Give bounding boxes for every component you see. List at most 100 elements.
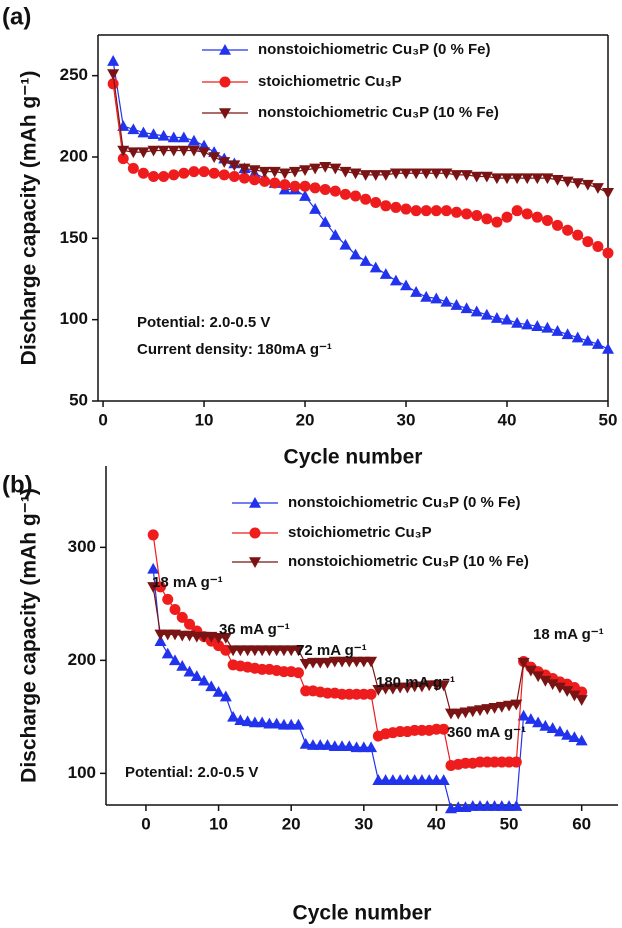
data-point — [350, 190, 362, 202]
data-point — [299, 180, 311, 192]
data-point — [581, 179, 594, 191]
data-point — [299, 190, 312, 201]
data-point — [503, 700, 516, 712]
data-point — [329, 229, 342, 240]
data-point — [238, 172, 250, 184]
data-point — [127, 162, 139, 174]
data-point — [576, 686, 588, 698]
legend-label: stoichiometric Cu₃P — [258, 73, 402, 90]
x-tick-label: 0 — [141, 814, 150, 833]
data-point — [510, 800, 523, 811]
data-point — [309, 163, 322, 175]
data-point — [490, 173, 503, 185]
data-point — [256, 716, 269, 728]
legend-marker — [219, 76, 231, 88]
data-point — [400, 168, 413, 180]
y-tick-label: 200 — [68, 650, 96, 669]
data-point — [228, 171, 240, 183]
data-point — [591, 183, 604, 194]
data-point — [471, 210, 483, 222]
data-point — [379, 170, 392, 181]
data-point — [147, 145, 160, 157]
data-point — [440, 205, 452, 217]
data-point — [524, 665, 537, 677]
data-point — [292, 645, 305, 657]
legend-marker — [219, 44, 231, 55]
data-point — [450, 170, 463, 181]
data-point — [167, 131, 180, 143]
data-point — [571, 178, 584, 190]
data-point — [212, 686, 225, 697]
data-point — [572, 229, 584, 241]
y-axis-title: Discharge capacity (mAh g⁻¹) — [18, 71, 41, 366]
data-point — [571, 331, 584, 343]
data-point — [219, 690, 232, 702]
data-point — [575, 695, 588, 706]
data-point — [127, 123, 140, 135]
data-point — [339, 238, 352, 250]
data-point — [299, 658, 312, 670]
data-point — [309, 203, 322, 214]
data-point — [539, 719, 552, 731]
data-point — [289, 180, 301, 192]
x-tick-label: 50 — [599, 410, 618, 429]
data-point — [581, 334, 594, 346]
data-point — [459, 707, 472, 719]
data-point — [582, 236, 594, 248]
y-axis-title: Discharge capacity (mAh g⁻¹) — [18, 488, 41, 783]
x-tick-label: 10 — [195, 410, 214, 429]
data-point — [319, 184, 331, 196]
data-point — [162, 593, 174, 605]
y-tick-label: 100 — [60, 309, 88, 328]
data-point — [309, 182, 321, 194]
data-point — [400, 279, 413, 291]
data-point — [279, 179, 291, 191]
data-point — [268, 166, 281, 178]
data-point — [541, 321, 554, 333]
data-point — [461, 208, 473, 220]
data-point — [219, 632, 232, 644]
x-axis-title: Cycle number — [284, 446, 423, 469]
data-point — [521, 208, 533, 220]
y-tick-label: 200 — [60, 146, 88, 165]
data-point — [541, 173, 554, 185]
x-tick-label: 30 — [354, 814, 373, 833]
annotation: 360 mA g⁻¹ — [447, 724, 526, 741]
x-tick-label: 30 — [397, 410, 416, 429]
data-point — [437, 774, 450, 785]
data-point — [228, 160, 241, 172]
data-point — [168, 169, 180, 181]
data-point — [147, 582, 160, 593]
data-point — [176, 660, 189, 671]
data-point — [241, 715, 254, 727]
data-point — [154, 635, 167, 646]
data-point — [178, 167, 190, 179]
data-point — [176, 611, 188, 623]
data-point — [568, 731, 581, 742]
y-tick-label: 300 — [68, 537, 96, 556]
data-point — [169, 604, 181, 616]
data-point — [591, 338, 604, 349]
data-point — [218, 157, 231, 168]
data-point — [259, 175, 271, 187]
data-point — [249, 174, 261, 186]
annotation: Potential: 2.0-0.5 V — [125, 764, 258, 781]
data-point — [531, 320, 544, 331]
data-point — [238, 163, 251, 175]
data-point — [452, 708, 465, 720]
x-tick-label: 60 — [572, 814, 591, 833]
data-point — [568, 690, 581, 702]
data-point — [365, 688, 377, 700]
data-point — [188, 166, 200, 178]
data-point — [501, 211, 513, 223]
x-tick-label: 50 — [500, 814, 519, 833]
data-point — [187, 145, 200, 157]
data-point — [218, 169, 230, 181]
data-point — [440, 295, 453, 307]
data-point — [359, 255, 372, 266]
data-point — [400, 203, 412, 215]
data-point — [183, 665, 196, 677]
data-point — [147, 128, 160, 140]
data-point — [410, 205, 422, 217]
